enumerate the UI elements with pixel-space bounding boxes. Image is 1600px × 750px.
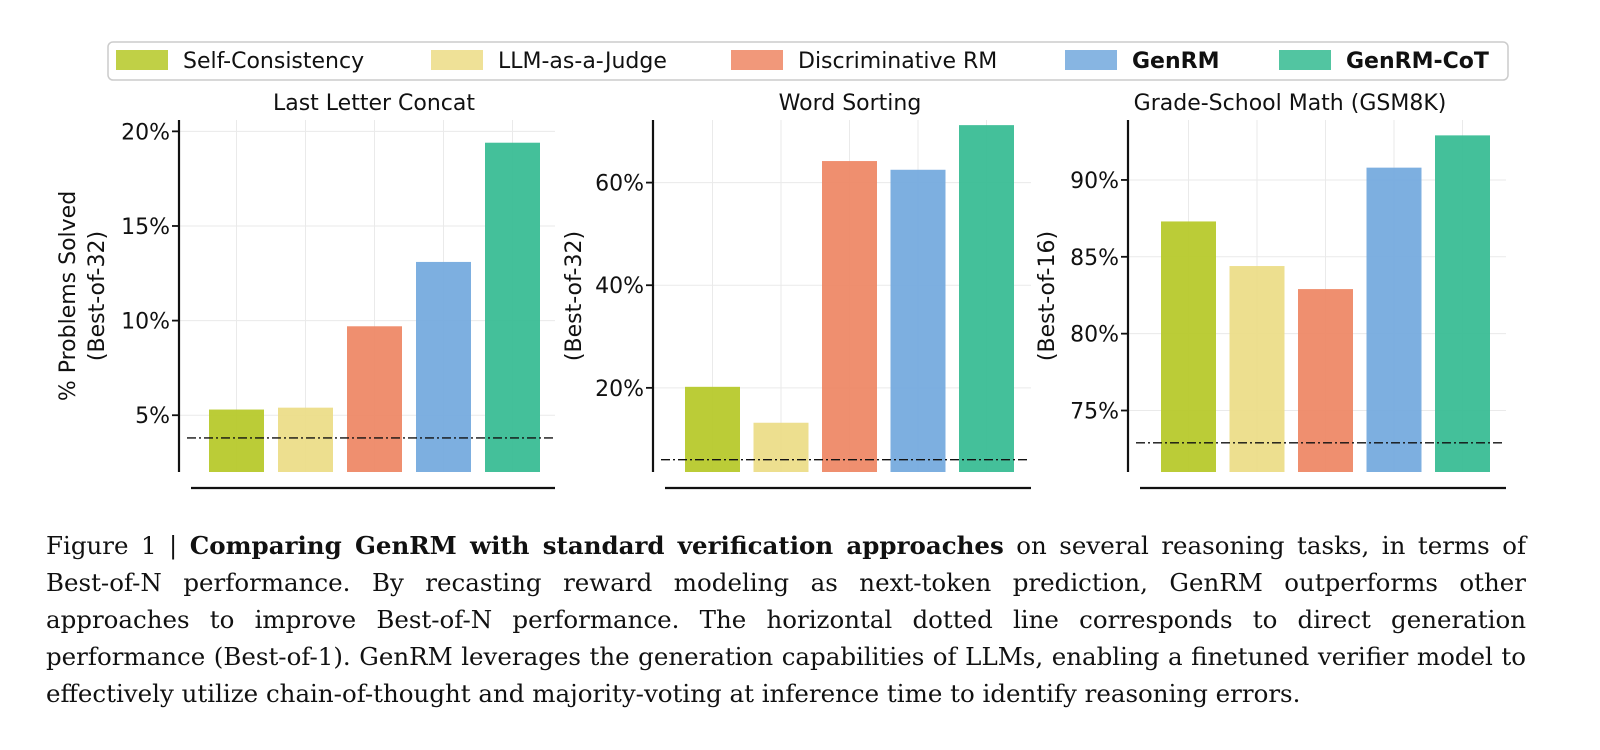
figure-charts: Self-Consistency LLM-as-a-Judge Discrimina… bbox=[56, 41, 1509, 490]
figure-caption: Figure 1 | Comparing GenRM with standard… bbox=[46, 527, 1526, 712]
legend-swatch-4 bbox=[1279, 50, 1331, 70]
y-tick-label-0: 5% bbox=[135, 404, 170, 429]
bar-1 bbox=[753, 422, 809, 472]
legend-label-1: LLM-as-a-Judge bbox=[498, 49, 667, 74]
bar-4 bbox=[959, 125, 1014, 472]
bar-0 bbox=[685, 386, 740, 472]
legend: Self-Consistency LLM-as-a-Judge Discrimina… bbox=[107, 41, 1509, 81]
caption-prefix: Figure 1 | bbox=[46, 531, 190, 560]
bar-1 bbox=[278, 407, 333, 472]
panel-title: Last Letter Concat bbox=[273, 91, 475, 116]
y-tick-label-2: 60% bbox=[595, 172, 644, 197]
caption-text: on several reasoning tasks, in terms of … bbox=[46, 531, 1527, 708]
bar-0 bbox=[209, 409, 264, 472]
legend-label-4: GenRM-CoT bbox=[1346, 49, 1489, 74]
panel-title: Grade-School Math (GSM8K) bbox=[1134, 91, 1447, 116]
y-axis-label-0: (Best-of-32) bbox=[562, 231, 587, 361]
bar-0 bbox=[1161, 221, 1216, 472]
legend-swatch-0 bbox=[116, 50, 168, 70]
y-axis-label-0: % Problems Solved bbox=[56, 191, 81, 401]
y-tick-label-2: 85% bbox=[1070, 246, 1119, 271]
bar-3 bbox=[1366, 167, 1422, 473]
bar-1 bbox=[1229, 266, 1285, 472]
panel-title: Word Sorting bbox=[779, 91, 922, 116]
legend-label-2: Discriminative RM bbox=[798, 49, 997, 74]
bar-2 bbox=[1298, 289, 1353, 472]
y-axis-label-1: (Best-of-32) bbox=[85, 231, 110, 361]
chart-panels: 5% 10% 15% 20% Last Letter Concat % Problems … bbox=[56, 91, 1506, 490]
bar-3 bbox=[416, 261, 471, 472]
chart-panel-0: 5% 10% 15% 20% Last Letter Concat % Problems … bbox=[56, 91, 555, 490]
y-tick-label-0: 75% bbox=[1070, 400, 1119, 425]
y-tick-label-1: 40% bbox=[595, 274, 644, 299]
caption-bold: Comparing GenRM with standard verificati… bbox=[189, 531, 1004, 560]
y-tick-label-1: 80% bbox=[1070, 323, 1119, 348]
y-tick-label-3: 20% bbox=[121, 120, 170, 145]
legend-swatch-3 bbox=[1065, 50, 1117, 70]
legend-swatch-2 bbox=[731, 50, 783, 70]
legend-label-3: GenRM bbox=[1132, 49, 1219, 74]
bar-4 bbox=[1435, 135, 1490, 472]
bar-3 bbox=[890, 169, 946, 473]
bar-4 bbox=[485, 142, 540, 473]
y-tick-label-3: 90% bbox=[1070, 169, 1119, 194]
y-axis-label-0: (Best-of-16) bbox=[1035, 231, 1060, 361]
bar-2 bbox=[822, 161, 877, 472]
legend-label-0: Self-Consistency bbox=[183, 49, 364, 74]
bar-2 bbox=[347, 326, 402, 472]
y-tick-label-1: 10% bbox=[121, 310, 170, 335]
y-tick-label-2: 15% bbox=[121, 215, 170, 240]
legend-swatch-1 bbox=[431, 50, 483, 70]
chart-panel-1: 20% 40% 60% Word Sorting (Best-of-32) bbox=[562, 91, 1031, 490]
y-tick-label-0: 20% bbox=[595, 377, 644, 402]
chart-panel-2: 75% 80% 85% 90% Grade-School Math (GSM8K) (Be… bbox=[1035, 91, 1506, 490]
